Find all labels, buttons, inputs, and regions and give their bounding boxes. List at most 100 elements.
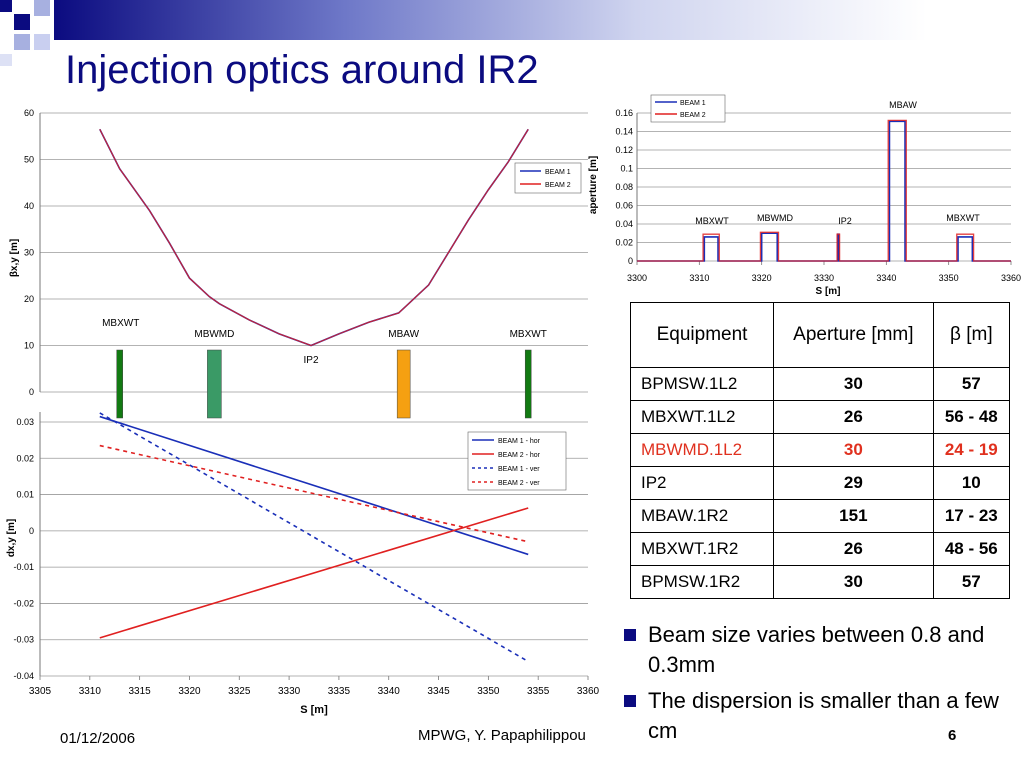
cell-beta: 10 bbox=[932, 466, 1011, 500]
element-marker bbox=[396, 349, 411, 419]
x-tick-label: 3320 bbox=[752, 273, 772, 283]
y-tick-label: 0.06 bbox=[615, 201, 633, 211]
equipment-table: Equipment Aperture [mm] β [m] BPMSW.1L2 … bbox=[629, 302, 1011, 599]
bullet-item: The dispersion is smaller than a few cm bbox=[622, 686, 1022, 746]
table-header-row: Equipment Aperture [mm] β [m] bbox=[629, 302, 1011, 368]
x-tick-label: 3360 bbox=[577, 686, 600, 697]
bullet-text: The dispersion is smaller than a few cm bbox=[648, 688, 999, 743]
cell-beta: 17 - 23 bbox=[932, 499, 1011, 533]
y-tick-label: 0.01 bbox=[16, 490, 34, 500]
y-tick-label: 0 bbox=[29, 526, 34, 536]
legend-label: BEAM 1 - hor bbox=[498, 438, 541, 445]
cell-equipment: MBXWT.1R2 bbox=[629, 532, 775, 566]
cell-equipment: BPMSW.1L2 bbox=[629, 367, 775, 401]
decor-square bbox=[14, 34, 30, 50]
decor-square bbox=[34, 0, 50, 16]
table-row: MBAW.1R2 151 17 - 23 bbox=[629, 499, 1011, 533]
cell-beta: 56 - 48 bbox=[932, 400, 1011, 434]
x-tick-label: 3330 bbox=[814, 273, 834, 283]
square-bullet-icon bbox=[624, 695, 636, 707]
x-tick-label: 3345 bbox=[427, 686, 450, 697]
table-row: MBXWT.1R2 26 48 - 56 bbox=[629, 532, 1011, 566]
cell-equipment: MBXWT.1L2 bbox=[629, 400, 775, 434]
x-axis-label: S [m] bbox=[300, 704, 328, 716]
y-tick-label: 0.08 bbox=[615, 182, 633, 192]
y-tick-label: 0.03 bbox=[16, 417, 34, 427]
series-line-beam-1-hor bbox=[99, 415, 529, 556]
table-row-highlighted: MBWMD.1L2 30 24 - 19 bbox=[629, 433, 1011, 467]
y-tick-label: 0.04 bbox=[615, 219, 633, 229]
y-tick-label: 60 bbox=[24, 108, 34, 118]
x-tick-label: 3340 bbox=[378, 686, 401, 697]
series-line-beam-1 bbox=[99, 128, 529, 347]
y-tick-label: -0.01 bbox=[13, 562, 34, 572]
y-tick-label: -0.04 bbox=[13, 671, 34, 681]
series-line-beam-2-hor bbox=[99, 507, 529, 639]
x-tick-label: 3310 bbox=[689, 273, 709, 283]
y-tick-label: 40 bbox=[24, 201, 34, 211]
x-axis-label: S [m] bbox=[816, 286, 841, 297]
x-tick-label: 3320 bbox=[178, 686, 201, 697]
y-tick-label: 50 bbox=[24, 155, 34, 165]
legend-box bbox=[514, 162, 582, 194]
cell-aperture: 30 bbox=[773, 565, 934, 599]
x-tick-label: 3305 bbox=[29, 686, 52, 697]
x-tick-label: 3335 bbox=[328, 686, 351, 697]
table-row: IP2 29 10 bbox=[629, 466, 1011, 500]
cell-beta: 24 - 19 bbox=[932, 433, 1011, 467]
cell-equipment: MBWMD.1L2 bbox=[629, 433, 775, 467]
legend-label: BEAM 2 bbox=[545, 182, 571, 189]
annotation-label: MBAW bbox=[889, 100, 917, 110]
table-row: MBXWT.1L2 26 56 - 48 bbox=[629, 400, 1011, 434]
legend-label: BEAM 1 bbox=[680, 100, 706, 107]
y-tick-label: 20 bbox=[24, 294, 34, 304]
annotation-label: MBWMD bbox=[757, 213, 793, 223]
beta-chart: 0 10 20 30 40 50 60 βx,y [m] BEAM 1 BEAM 2 MBXWT MB… bbox=[9, 108, 588, 419]
square-bullet-icon bbox=[624, 629, 636, 641]
x-tick-label: 3330 bbox=[278, 686, 301, 697]
cell-equipment: BPMSW.1R2 bbox=[629, 565, 775, 599]
y-axis-label: dx,y [m] bbox=[6, 519, 17, 557]
annotation-label: MBXWT bbox=[695, 216, 729, 226]
annotation-label: IP2 bbox=[838, 216, 852, 226]
bullet-item: Beam size varies between 0.8 and 0.3mm bbox=[622, 620, 1022, 680]
decor-square bbox=[0, 54, 12, 66]
cell-aperture: 30 bbox=[773, 367, 934, 401]
element-label: MBAW bbox=[388, 329, 419, 340]
x-tick-label: 3325 bbox=[228, 686, 251, 697]
y-tick-label: 0.02 bbox=[16, 453, 34, 463]
y-tick-label: -0.03 bbox=[13, 635, 34, 645]
table-row: BPMSW.1R2 30 57 bbox=[629, 565, 1011, 599]
y-axis-label: βx,y [m] bbox=[9, 239, 20, 277]
element-marker bbox=[524, 349, 532, 419]
y-tick-label: 0.12 bbox=[615, 145, 633, 155]
series-line-beam-2 bbox=[637, 119, 1011, 262]
cell-beta: 48 - 56 bbox=[932, 532, 1011, 566]
legend-label: BEAM 1 bbox=[545, 169, 571, 176]
cell-aperture: 26 bbox=[773, 532, 934, 566]
y-tick-label: 30 bbox=[24, 248, 34, 258]
cell-aperture: 30 bbox=[773, 433, 934, 467]
series-line-beam-1-ver bbox=[99, 412, 529, 663]
x-tick-label: 3350 bbox=[477, 686, 500, 697]
dispersion-chart: 0.03 0.02 0.01 0 -0.01 -0.02 -0.03 -0.04 3305 331… bbox=[6, 412, 600, 716]
element-label: MBXWT bbox=[102, 318, 139, 329]
cell-aperture: 151 bbox=[773, 499, 934, 533]
header-beta: β [m] bbox=[932, 302, 1011, 368]
legend-label: BEAM 1 - ver bbox=[498, 466, 540, 473]
cell-beta: 57 bbox=[932, 367, 1011, 401]
x-tick-label: 3315 bbox=[129, 686, 152, 697]
x-tick-label: 3355 bbox=[527, 686, 550, 697]
legend-label: BEAM 2 - ver bbox=[498, 480, 540, 487]
bullet-list: Beam size varies between 0.8 and 0.3mm T… bbox=[622, 620, 1022, 752]
y-tick-label: 0.14 bbox=[615, 127, 633, 137]
decor-square bbox=[14, 14, 30, 30]
cell-equipment: MBAW.1R2 bbox=[629, 499, 775, 533]
cell-equipment: IP2 bbox=[629, 466, 775, 500]
y-tick-label: 10 bbox=[24, 341, 34, 351]
footer-author: MPWG, Y. Papaphilippou bbox=[418, 727, 586, 744]
slide-title: Injection optics around IR2 bbox=[65, 48, 539, 92]
aperture-chart: 0 0.02 0.04 0.06 0.08 0.1 0.12 0.14 0.16 3300 3310… bbox=[588, 94, 1021, 297]
footer-date: 01/12/2006 bbox=[60, 730, 136, 747]
